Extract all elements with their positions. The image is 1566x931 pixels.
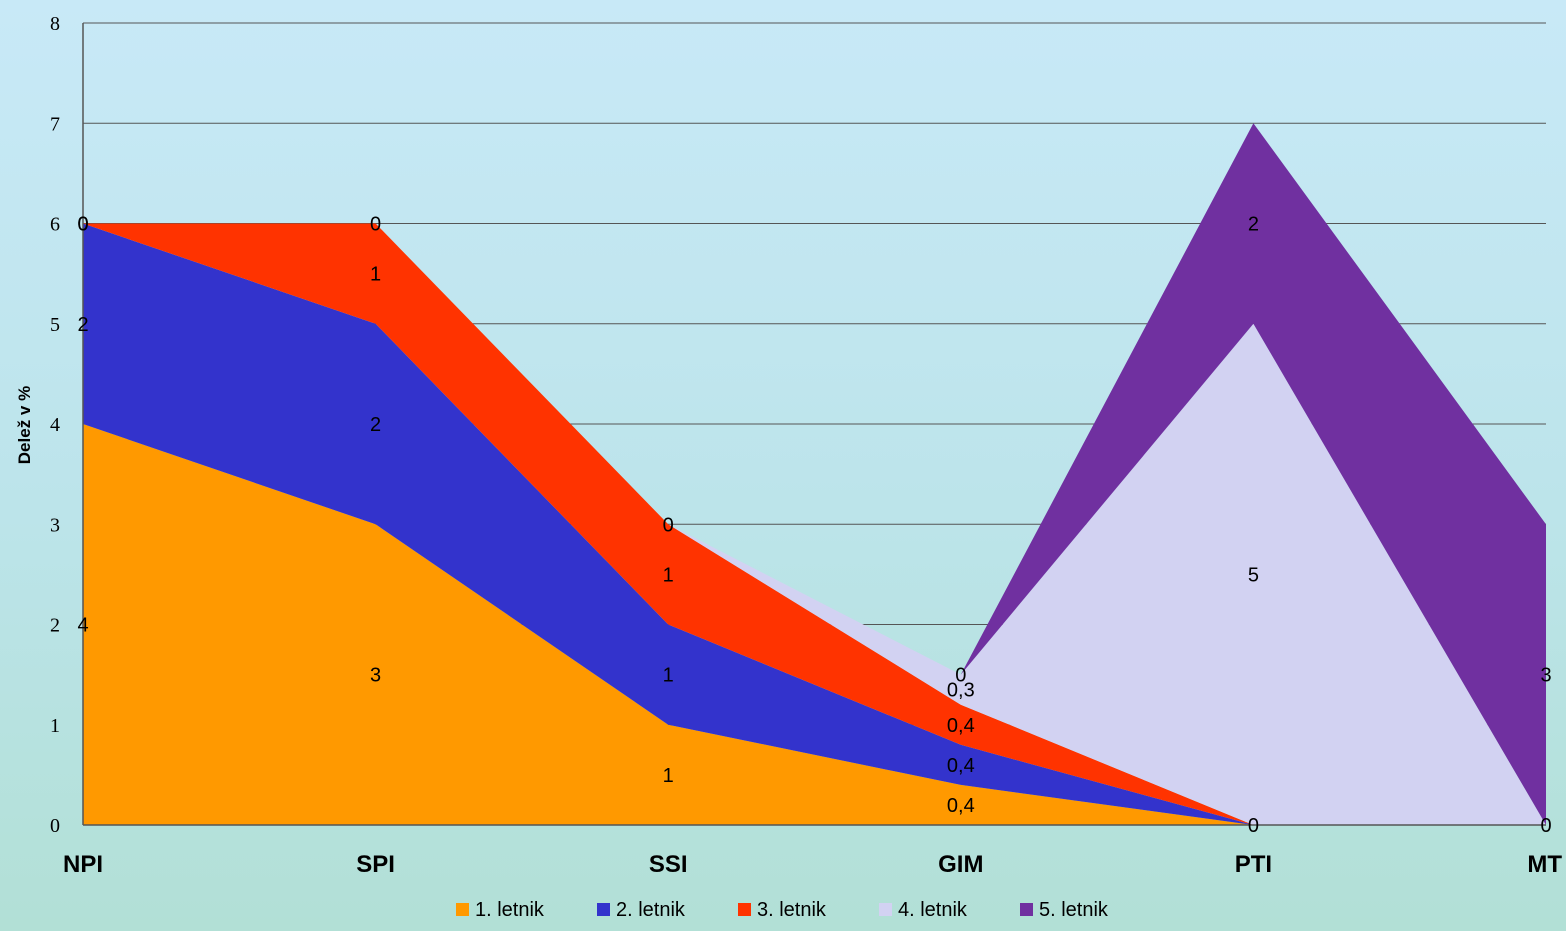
y-axis-label: Delež v % (15, 386, 34, 464)
x-tick-label: PTI (1235, 851, 1272, 878)
x-tick-label: SSI (649, 851, 688, 878)
y-tick-label: 2 (50, 615, 60, 637)
x-tick-label: MT (1527, 851, 1562, 878)
data-label: 0 (663, 514, 674, 536)
y-tick-label: 0 (50, 815, 60, 837)
legend-swatch (456, 903, 469, 916)
data-label: 2 (77, 314, 88, 336)
x-tick-labels: NPI SPI SSI GIM PTI MT (63, 851, 1562, 878)
area-series-5 (83, 123, 1546, 825)
data-label: 0 (1540, 815, 1551, 837)
data-label: 0 (77, 214, 88, 236)
legend: 1. letnik 2. letnik 3. letnik 4. letnik 5. l… (456, 899, 1109, 921)
legend-swatch (879, 903, 892, 916)
data-label: 2 (370, 414, 381, 436)
legend-label: 3. letnik (757, 899, 827, 921)
y-tick-label: 7 (50, 113, 60, 135)
x-tick-label: NPI (63, 851, 103, 878)
area-series-3 (83, 223, 1546, 825)
data-label: 1 (370, 264, 381, 286)
axes (82, 23, 1546, 826)
y-tick-label: 5 (50, 314, 60, 336)
data-label: 5 (1248, 564, 1259, 586)
area-series-4 (83, 223, 1546, 825)
legend-label: 2. letnik (616, 899, 686, 921)
area-series (83, 123, 1546, 825)
y-tick-label: 4 (50, 414, 60, 436)
y-tick-label: 6 (50, 214, 60, 236)
data-label: 1 (663, 564, 674, 586)
data-label: 3 (370, 665, 381, 687)
legend-swatch (738, 903, 751, 916)
x-tick-label: GIM (938, 851, 983, 878)
data-label: 0,4 (947, 795, 975, 817)
y-tick-label: 1 (50, 715, 60, 737)
y-tick-label: 8 (50, 13, 60, 35)
legend-label: 4. letnik (898, 899, 968, 921)
data-label: 0 (955, 665, 966, 687)
data-label: 0 (1248, 815, 1259, 837)
legend-swatch (597, 903, 610, 916)
x-tick-label: SPI (356, 851, 395, 878)
y-tick-label: 3 (50, 514, 60, 536)
data-label: 0,4 (947, 715, 975, 737)
data-label: 4 (77, 615, 88, 637)
data-label: 1 (663, 665, 674, 687)
data-label: 0 (370, 214, 381, 236)
data-label: 1 (663, 765, 674, 787)
data-label: 0,3 (947, 680, 975, 702)
area-series-1 (83, 424, 1546, 825)
data-label: 0,4 (947, 755, 975, 777)
legend-label: 1. letnik (475, 899, 545, 921)
data-label: 2 (1248, 214, 1259, 236)
data-label: 3 (1540, 665, 1551, 687)
legend-swatch (1020, 903, 1033, 916)
legend-label: 5. letnik (1039, 899, 1109, 921)
y-tick-labels: 0 1 2 3 4 5 6 7 8 (50, 13, 60, 837)
data-label: 0 (77, 214, 88, 236)
area-series-2 (83, 223, 1546, 825)
